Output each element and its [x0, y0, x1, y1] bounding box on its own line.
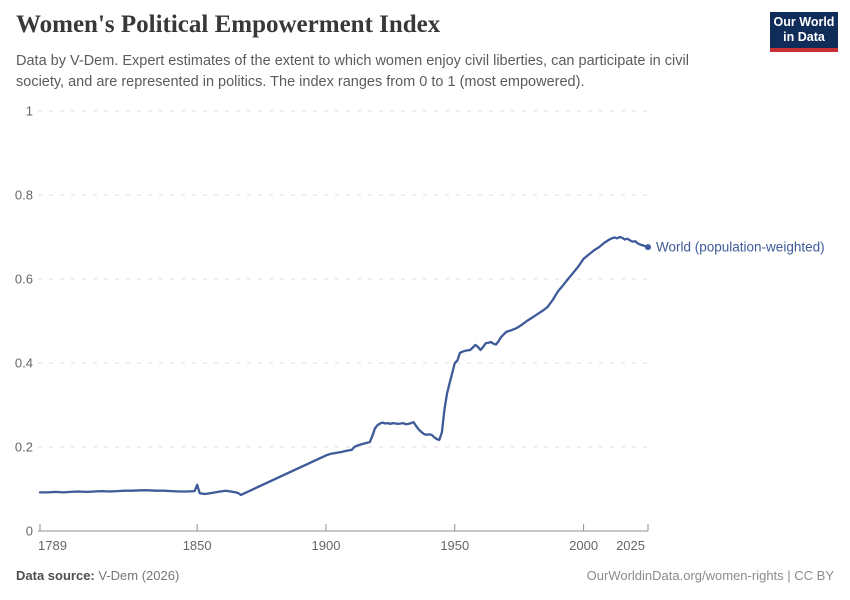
series-label-world[interactable]: World (population-weighted) [656, 240, 825, 255]
x-tick-label-1850: 1850 [183, 538, 212, 553]
owid-logo[interactable]: Our World in Data [770, 12, 838, 52]
y-tick-label-1: 1 [26, 104, 33, 119]
page-title: Women's Political Empowerment Index [16, 11, 441, 38]
plot-area[interactable] [40, 111, 648, 531]
x-tick-label-2025: 2025 [616, 538, 645, 553]
x-tick-label-1900: 1900 [312, 538, 341, 553]
line-chart[interactable]: 0 0.2 0.4 0.6 0.8 1 1789 1850 1900 1950 2000 2025 Wo… [0, 0, 850, 560]
x-tick-label-1950: 1950 [440, 538, 469, 553]
y-tick-label-0.4: 0.4 [15, 356, 33, 371]
data-source-label: Data source: [16, 568, 95, 583]
data-source: Data source: V-Dem (2026) [16, 568, 179, 583]
y-tick-label-0: 0 [26, 524, 33, 539]
x-tick-label-2000: 2000 [569, 538, 598, 553]
y-tick-label-0.6: 0.6 [15, 272, 33, 287]
y-tick-label-0.8: 0.8 [15, 188, 33, 203]
owid-logo-line2: in Data [783, 30, 825, 44]
owid-logo-line1: Our World [773, 15, 835, 29]
series-end-dot [645, 244, 651, 251]
series-line-world[interactable] [38, 235, 650, 497]
y-tick-label-0.2: 0.2 [15, 440, 33, 455]
x-tick-label-1789: 1789 [38, 538, 67, 553]
chart-footer: Data source: V-Dem (2026) OurWorldinData… [16, 568, 834, 583]
chart-subtitle: Data by V-Dem. Expert estimates of the e… [16, 53, 689, 90]
data-source-value: V-Dem (2026) [94, 568, 180, 583]
license-credit[interactable]: OurWorldinData.org/women-rights | CC BY [586, 568, 834, 583]
